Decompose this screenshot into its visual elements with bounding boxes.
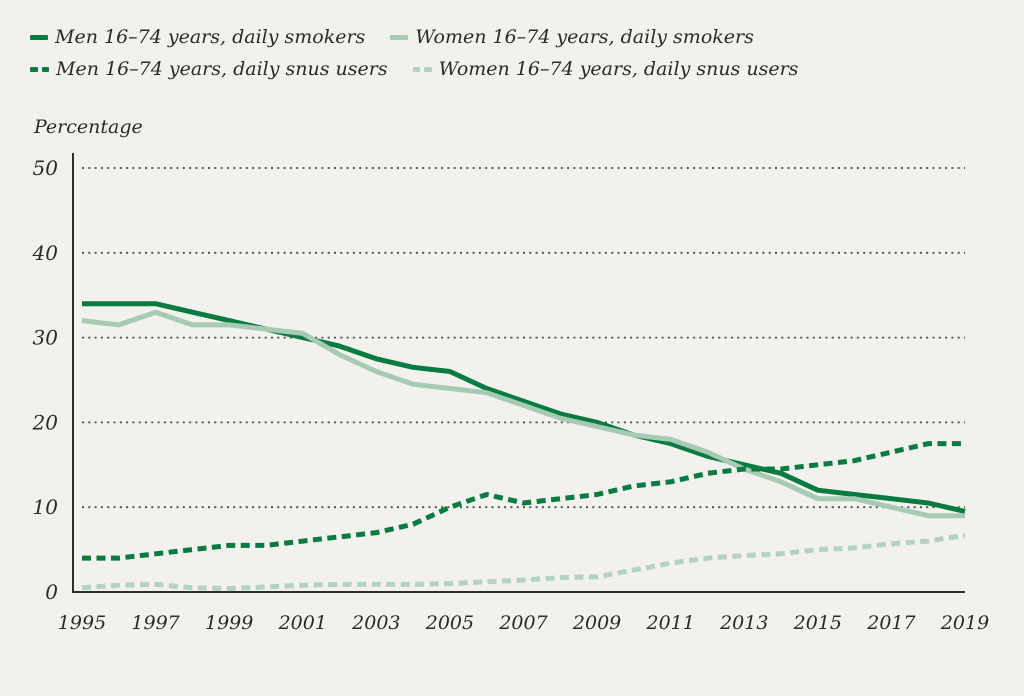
series-line-0: [82, 301, 966, 514]
y-tick-label-10: 10: [33, 495, 59, 519]
x-tick-label-2015: 2015: [793, 612, 842, 634]
legend-item-women-daily-smokers: Women 16–74 years, daily smokers: [390, 27, 754, 48]
series-line-2: [82, 441, 965, 561]
legend-item-women-daily-snus-users: Women 16–74 years, daily snus users: [412, 58, 799, 80]
x-tick-label-1997: 1997: [131, 612, 180, 634]
legend-swatch-solid-light-icon: [390, 34, 409, 41]
legend-label-men-daily-smokers: Men 16–74 years, daily smokers: [55, 26, 366, 48]
legend-row-1: Men 16–74 years, daily smokers Women 16–…: [30, 27, 798, 48]
legend-item-men-daily-smokers: Men 16–74 years, daily smokers: [30, 27, 365, 48]
x-tick-label-2009: 2009: [572, 612, 621, 634]
y-tick-label-0: 0: [45, 580, 58, 604]
x-tick-label-2003: 2003: [351, 612, 400, 634]
x-tick-label-1999: 1999: [205, 612, 253, 634]
y-tick-label-40: 40: [32, 241, 59, 265]
legend-item-men-daily-snus-users: Men 16–74 years, daily snus users: [30, 59, 388, 80]
legend-swatch-dashed-dark-icon: [30, 66, 49, 73]
y-tick-label-30: 30: [33, 326, 59, 350]
y-tick-label-20: 20: [32, 410, 59, 434]
x-tick-label-2017: 2017: [866, 612, 916, 634]
x-tick-label-2019: 2019: [940, 612, 989, 634]
x-tick-label-2013: 2013: [719, 612, 768, 634]
legend-row-2: Men 16–74 years, daily snus users Women …: [30, 59, 798, 80]
legend-label-men-daily-snus-users: Men 16–74 years, daily snus users: [56, 58, 388, 80]
x-tick-label-2005: 2005: [425, 612, 474, 634]
chart-legend: Men 16–74 years, daily smokers Women 16–…: [30, 27, 798, 91]
x-tick-label-2007: 2007: [498, 612, 548, 634]
x-tick-label-2001: 2001: [278, 612, 327, 634]
y-tick-label-50: 50: [33, 156, 59, 180]
x-tick-label-1995: 1995: [58, 612, 106, 634]
legend-label-women-daily-smokers: Women 16–74 years, daily smokers: [415, 26, 754, 48]
legend-swatch-solid-dark-icon: [30, 34, 48, 41]
series-line-3: [81, 532, 966, 592]
legend-swatch-dashed-light-icon: [412, 66, 432, 73]
y-axis-title: Percentage: [34, 116, 143, 138]
x-tick-label-2011: 2011: [645, 612, 694, 634]
legend-label-women-daily-snus-users: Women 16–74 years, daily snus users: [438, 58, 799, 80]
series-line-1: [81, 309, 965, 519]
